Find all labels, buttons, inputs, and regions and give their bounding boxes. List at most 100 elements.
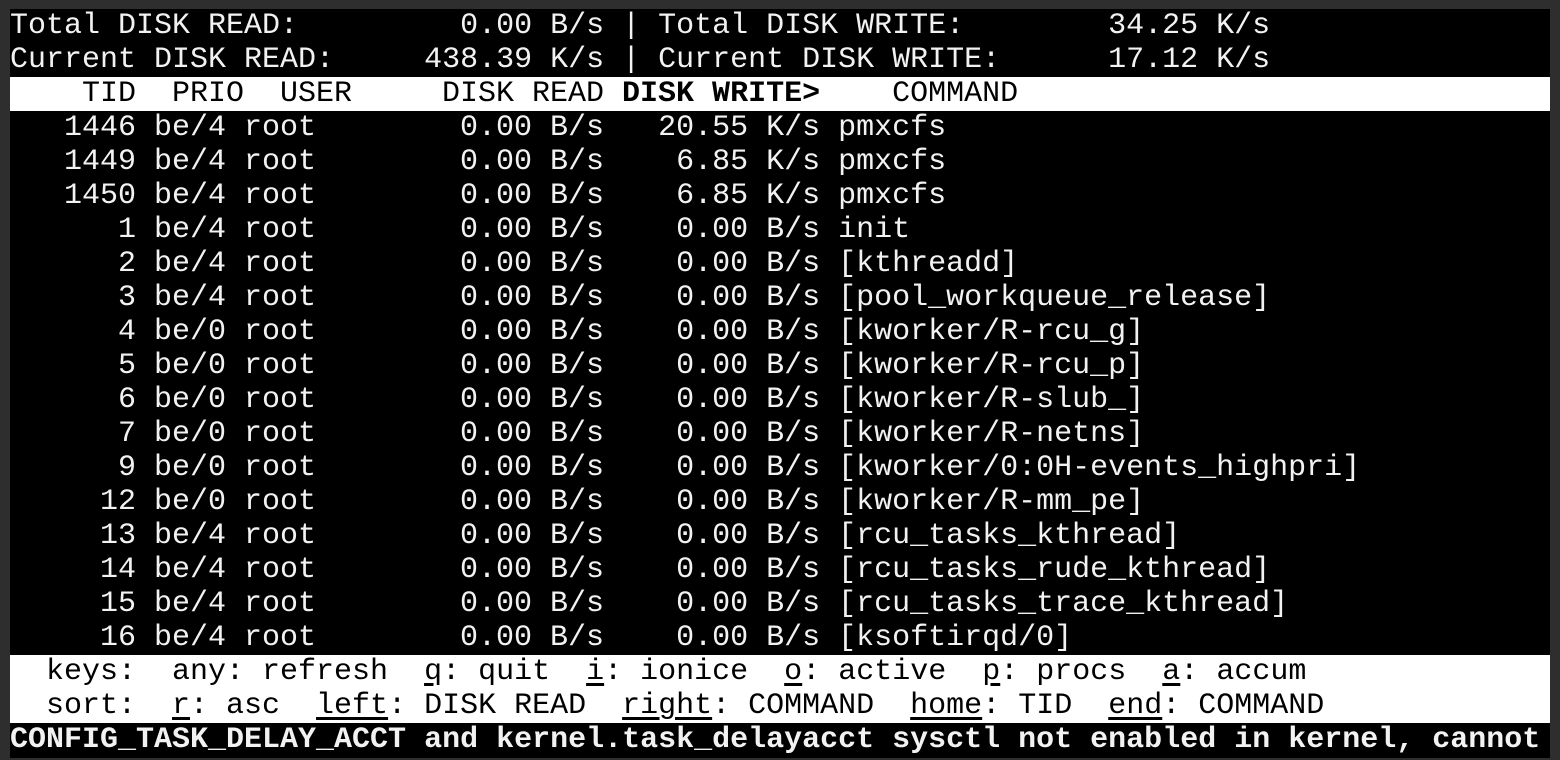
help-action: active <box>838 655 947 689</box>
disk-write-cell: 0.00 B/s <box>676 383 821 417</box>
disk-read-cell: 0.00 B/s <box>460 553 605 587</box>
total-io-line: Total DISK READ: 0.00 B/s | Total DISK WRIT… <box>10 9 1550 43</box>
help-key-end[interactable]: end: COMMAND <box>1108 689 1325 723</box>
separator: | <box>622 43 641 77</box>
help-key: end <box>1108 689 1163 723</box>
total-write-label: Total DISK WRITE: <box>658 9 965 43</box>
help-key-r[interactable]: r: asc <box>172 689 281 723</box>
table-row[interactable]: 1449 be/4 root 0.00 B/s 6.85 K/s pmxcfs <box>10 145 1550 179</box>
total-read-label: Total DISK READ: <box>10 9 299 43</box>
current-write-value: 17.12 K/s <box>1108 43 1271 77</box>
help-key-any[interactable]: any: refresh <box>172 655 389 689</box>
command-cell: pmxcfs <box>838 111 947 145</box>
help-key: p <box>982 655 1001 689</box>
command-cell: [pool_workqueue_release] <box>838 281 1271 315</box>
command-cell: pmxcfs <box>838 145 947 179</box>
total-write-value: 34.25 K/s <box>1108 9 1271 43</box>
table-row[interactable]: 12 be/0 root 0.00 B/s 0.00 B/s [kworker/R-mm_… <box>10 485 1550 519</box>
tid-cell: 1 <box>118 213 137 247</box>
help-action: DISK READ <box>424 689 587 723</box>
help-action: quit <box>478 655 551 689</box>
table-row[interactable]: 7 be/0 root 0.00 B/s 0.00 B/s [kworker/R-netn… <box>10 417 1550 451</box>
table-row[interactable]: 2 be/4 root 0.00 B/s 0.00 B/s [kthreadd] <box>10 247 1550 281</box>
disk-read-cell: 0.00 B/s <box>460 179 605 213</box>
col-disk-read[interactable]: DISK READ <box>442 77 605 111</box>
disk-write-cell: 0.00 B/s <box>676 281 821 315</box>
table-row[interactable]: 5 be/0 root 0.00 B/s 0.00 B/s [kworker/R-rcu_… <box>10 349 1550 383</box>
col-user[interactable]: USER <box>280 77 353 111</box>
tid-cell: 1446 <box>64 111 137 145</box>
tid-cell: 5 <box>118 349 137 383</box>
disk-write-cell: 0.00 B/s <box>676 621 821 655</box>
prio-cell: be/4 <box>154 111 227 145</box>
disk-write-cell: 0.00 B/s <box>676 315 821 349</box>
disk-read-cell: 0.00 B/s <box>460 383 605 417</box>
user-cell: root <box>244 145 317 179</box>
help-action: asc <box>226 689 281 723</box>
prio-cell: be/0 <box>154 417 227 451</box>
user-cell: root <box>244 451 317 485</box>
table-row[interactable]: 3 be/4 root 0.00 B/s 0.00 B/s [pool_workqueue… <box>10 281 1550 315</box>
col-command[interactable]: COMMAND <box>892 77 1019 111</box>
help-key: q <box>424 655 443 689</box>
command-cell: [kworker/R-slub_] <box>838 383 1145 417</box>
table-row[interactable]: 6 be/0 root 0.00 B/s 0.00 B/s [kworker/R-slub… <box>10 383 1550 417</box>
separator: | <box>622 9 641 43</box>
table-row[interactable]: 16 be/4 root 0.00 B/s 0.00 B/s [ksoftirqd/0] <box>10 621 1550 655</box>
help-key-home[interactable]: home: TID <box>910 689 1073 723</box>
help-action: TID <box>1018 689 1073 723</box>
col-prio[interactable]: PRIO <box>172 77 245 111</box>
command-cell: [ksoftirqd/0] <box>838 621 1073 655</box>
prio-cell: be/4 <box>154 145 227 179</box>
table-row[interactable]: 13 be/4 root 0.00 B/s 0.00 B/s [rcu_tasks_kth… <box>10 519 1550 553</box>
user-cell: root <box>244 621 317 655</box>
table-row[interactable]: 1450 be/4 root 0.00 B/s 6.85 K/s pmxcfs <box>10 179 1550 213</box>
table-row[interactable]: 4 be/0 root 0.00 B/s 0.00 B/s [kworker/R-rcu_… <box>10 315 1550 349</box>
help-label: sort: <box>46 689 137 723</box>
user-cell: root <box>244 417 317 451</box>
command-cell: [rcu_tasks_trace_kthread] <box>838 587 1289 621</box>
iotop-terminal[interactable]: Total DISK READ: 0.00 B/s | Total DISK WRIT… <box>10 9 1550 758</box>
col-tid[interactable]: TID <box>82 77 137 111</box>
help-key-i[interactable]: i: ionice <box>586 655 749 689</box>
prio-cell: be/0 <box>154 315 227 349</box>
prio-cell: be/4 <box>154 281 227 315</box>
help-key: left <box>316 689 389 723</box>
current-write-label: Current DISK WRITE: <box>658 43 1001 77</box>
disk-write-cell: 0.00 B/s <box>676 417 821 451</box>
user-cell: root <box>244 179 317 213</box>
table-row[interactable]: 1 be/4 root 0.00 B/s 0.00 B/s init <box>10 213 1550 247</box>
prio-cell: be/4 <box>154 247 227 281</box>
disk-read-cell: 0.00 B/s <box>460 315 605 349</box>
disk-read-cell: 0.00 B/s <box>460 621 605 655</box>
disk-read-cell: 0.00 B/s <box>460 349 605 383</box>
disk-write-cell: 0.00 B/s <box>676 519 821 553</box>
user-cell: root <box>244 485 317 519</box>
help-key-left[interactable]: left: DISK READ <box>316 689 587 723</box>
tid-cell: 14 <box>100 553 137 587</box>
table-row[interactable]: 14 be/4 root 0.00 B/s 0.00 B/s [rcu_tasks_rud… <box>10 553 1550 587</box>
disk-read-cell: 0.00 B/s <box>460 485 605 519</box>
col-disk-write-sorted[interactable]: DISK WRITE> <box>622 77 821 111</box>
help-key-q[interactable]: q: quit <box>424 655 551 689</box>
user-cell: root <box>244 281 317 315</box>
table-row[interactable]: 1446 be/4 root 0.00 B/s 20.55 K/s pmxcfs <box>10 111 1550 145</box>
disk-write-cell: 0.00 B/s <box>676 451 821 485</box>
user-cell: root <box>244 315 317 349</box>
prio-cell: be/4 <box>154 553 227 587</box>
help-key-p[interactable]: p: procs <box>982 655 1127 689</box>
disk-read-cell: 0.00 B/s <box>460 587 605 621</box>
warning-line: CONFIG_TASK_DELAY_ACCT and kernel.task_d… <box>10 723 1541 757</box>
help-key-o[interactable]: o: active <box>784 655 947 689</box>
table-row[interactable]: 9 be/0 root 0.00 B/s 0.00 B/s [kworker/0:0H-e… <box>10 451 1550 485</box>
current-read-value: 438.39 K/s <box>424 43 605 77</box>
table-row[interactable]: 15 be/4 root 0.00 B/s 0.00 B/s [rcu_tasks_tra… <box>10 587 1550 621</box>
help-key-right[interactable]: right: COMMAND <box>622 689 875 723</box>
help-key: i <box>586 655 605 689</box>
disk-write-cell: 20.55 K/s <box>658 111 821 145</box>
help-key-a[interactable]: a: accum <box>1162 655 1307 689</box>
help-action: COMMAND <box>748 689 875 723</box>
command-cell: [kworker/R-rcu_p] <box>838 349 1145 383</box>
total-read-value: 0.00 B/s <box>460 9 605 43</box>
disk-write-cell: 0.00 B/s <box>676 213 821 247</box>
